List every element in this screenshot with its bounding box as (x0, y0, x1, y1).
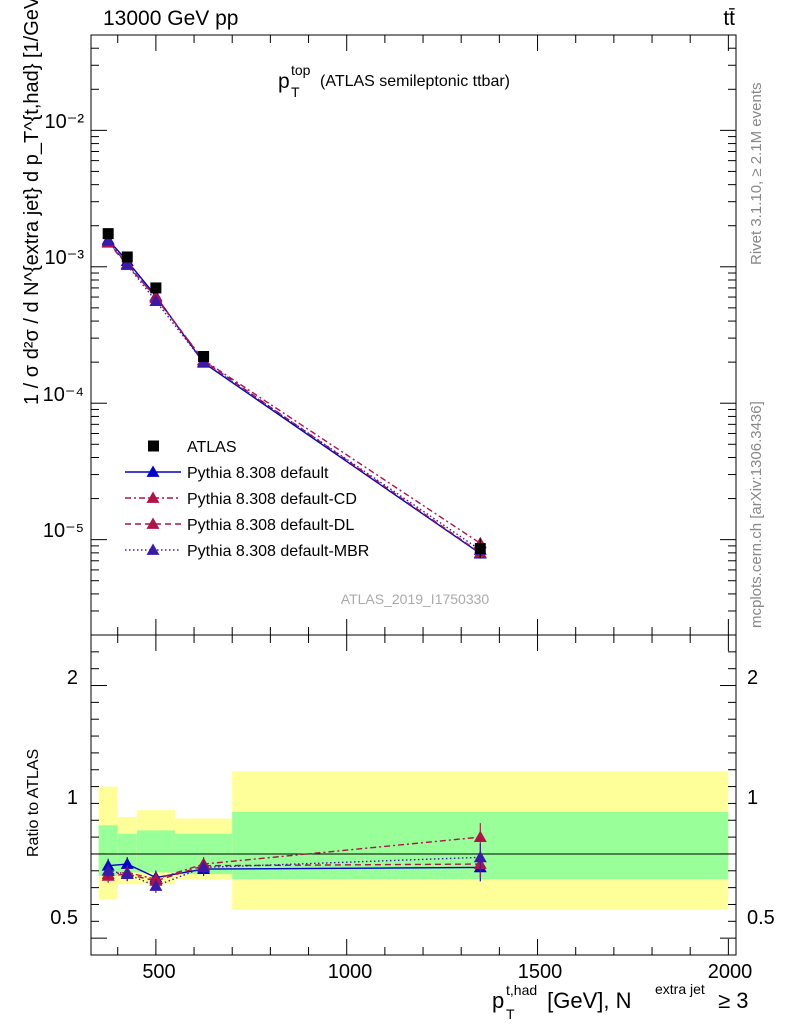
inner-uncertainty-band (136, 830, 175, 873)
main-title-rest: (ATLAS semileptonic ttbar) (320, 73, 510, 90)
main-title-p: p (278, 70, 290, 93)
x-axis-label-rest: [GeV], N (541, 988, 631, 1013)
series-point-mbr (101, 234, 115, 246)
y-tick-label: 10⁻² (45, 111, 85, 133)
ratio-y-tick-label-right: 0.5 (747, 907, 775, 929)
inner-uncertainty-band (98, 825, 118, 876)
ratio-point-mbr (473, 850, 487, 863)
atlas-data-point (150, 282, 162, 294)
ratio-point-cd (473, 830, 487, 842)
atlas-data-point (121, 251, 133, 263)
ratio-y-tick-label: 1 (67, 787, 78, 809)
ratio-y-tick-label: 2 (67, 667, 78, 689)
ratio-line-mbr (108, 856, 481, 887)
series-point-mbr (120, 258, 134, 270)
x-axis-label-sup2: extra jet (655, 981, 705, 997)
main-title-sup: top (291, 62, 311, 78)
mcplots-label: mcplots.cern.ch [arXiv:1306.3436] (748, 401, 765, 628)
x-tick-label: 500 (142, 961, 175, 983)
ratio-y-tick-label-right: 1 (747, 787, 758, 809)
main-y-tick-labels: 10⁻² 10⁻³ 10⁻⁴ 10⁻⁵ (43, 111, 85, 542)
legend-marker-dl (146, 517, 160, 529)
energy-label: 13000 GeV pp (103, 7, 238, 30)
legend-label: Pythia 8.308 default-MBR (187, 543, 369, 560)
axis-ticks (91, 34, 736, 955)
legend: ATLAS Pythia 8.308 default Pythia 8.308 de… (125, 439, 369, 560)
ratio-point-mbr (120, 867, 134, 880)
legend-label: Pythia 8.308 default-DL (187, 517, 354, 534)
legend-marker-atlas (148, 440, 159, 452)
ratio-series-layer (101, 823, 487, 893)
legend-marker-default (146, 465, 160, 477)
atlas-data-point (474, 543, 486, 555)
ratio-uncertainty-bands (98, 771, 729, 910)
y-tick-label: 10⁻⁵ (43, 520, 84, 542)
ratio-line-dl (108, 863, 481, 882)
x-tick-labels: 500 1000 1500 2000 (142, 961, 752, 983)
inner-uncertainty-band (117, 833, 137, 873)
x-tick-label: 2000 (708, 961, 753, 983)
ratio-point-mbr (101, 864, 115, 876)
ratio-line-cd (108, 836, 481, 880)
main-title: p top T (ATLAS semileptonic ttbar) (278, 62, 510, 100)
ratio-panel-frame (90, 634, 737, 956)
atlas-data-point (198, 350, 210, 362)
main-title-sub: T (291, 84, 300, 100)
x-tick-label: 1000 (328, 961, 373, 983)
x-axis-label-sup: t,had (506, 982, 537, 998)
legend-marker-mbr (146, 543, 160, 555)
x-axis-label-sub: T (506, 1006, 515, 1022)
series-point-mbr (149, 294, 163, 307)
atlas-data-point (102, 228, 114, 240)
x-axis-label: p t,had T [GeV], N extra jet ≥ 3 (492, 981, 749, 1022)
y-tick-label: 10⁻⁴ (43, 384, 84, 406)
ratio-y-tick-label-right: 2 (747, 667, 758, 689)
ratio-y-axis-label: Ratio to ATLAS (25, 749, 42, 857)
x-tick-label: 1500 (518, 961, 563, 983)
x-axis-label-tail: ≥ 3 (712, 988, 749, 1013)
y-tick-label: 10⁻³ (45, 247, 85, 269)
process-label: tt̄ (723, 7, 735, 30)
ratio-y-tick-labels: 2 1 0.5 2 1 0.5 (50, 667, 775, 929)
legend-label: ATLAS (187, 439, 237, 456)
legend-label: Pythia 8.308 default (187, 465, 329, 482)
ratio-y-tick-label: 0.5 (50, 907, 78, 929)
legend-marker-cd (146, 491, 160, 503)
main-y-axis-label: 1 / σ d²σ / d N^{extra jet} d p_T^{t,had… (21, 0, 43, 405)
ratio-point-default (120, 857, 134, 869)
ratio-point-mbr (197, 860, 211, 873)
x-axis-label-p: p (492, 988, 504, 1013)
ratio-point-mbr (149, 879, 163, 891)
rivet-version-label: Rivet 3.1.10, ≥ 2.1M events (748, 83, 765, 266)
main-series-layer (101, 228, 487, 559)
analysis-watermark: ATLAS_2019_I1750330 (341, 591, 490, 607)
legend-label: Pythia 8.308 default-CD (187, 491, 357, 508)
